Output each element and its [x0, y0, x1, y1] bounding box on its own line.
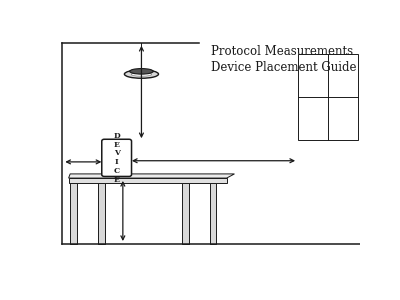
Bar [298, 55, 358, 140]
Ellipse shape [131, 73, 152, 76]
Polygon shape [69, 174, 234, 178]
Bar [70, 183, 77, 244]
Text: Device Placement Guide: Device Placement Guide [211, 61, 357, 74]
Text: D
E
V
I
C
E: D E V I C E [113, 132, 120, 184]
Ellipse shape [130, 69, 153, 74]
Bar [98, 183, 105, 244]
Bar [210, 183, 216, 244]
Text: Protocol Measurements: Protocol Measurements [211, 44, 353, 58]
Ellipse shape [124, 70, 158, 78]
Bar [182, 183, 188, 244]
FancyBboxPatch shape [102, 139, 132, 176]
Bar [69, 178, 227, 183]
